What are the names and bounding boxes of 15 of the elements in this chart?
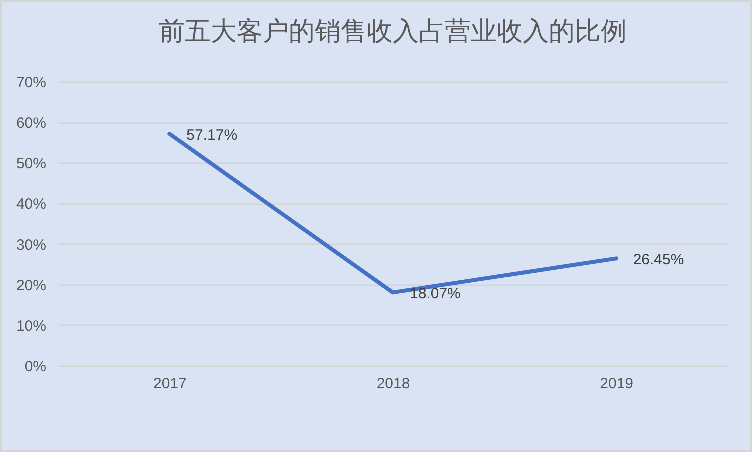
x-tick-label: 2018	[376, 376, 410, 392]
data-label: 18.07%	[410, 286, 461, 303]
x-tick-label: 2019	[600, 376, 634, 392]
y-tick-label: 70%	[16, 74, 46, 92]
x-tick-label: 2017	[153, 376, 187, 392]
y-tick-label: 10%	[16, 318, 46, 335]
y-tick-label: 50%	[16, 156, 46, 173]
data-label: 57.17%	[186, 127, 238, 144]
y-tick-label: 20%	[16, 277, 46, 294]
y-tick-label: 30%	[16, 236, 46, 254]
y-tick-label: 0%	[24, 358, 46, 376]
y-tick-label: 40%	[16, 196, 46, 214]
data-label: 26.45%	[633, 252, 684, 269]
chart-title: 前五大客户的销售收入占营业收入的比例	[159, 16, 627, 46]
y-tick-label: 60%	[16, 115, 46, 132]
